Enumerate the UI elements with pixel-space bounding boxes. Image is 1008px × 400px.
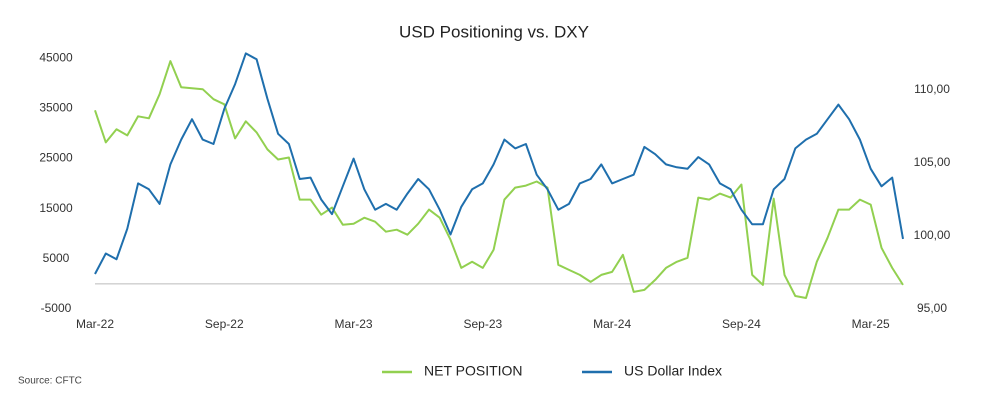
source: Source: CFTC (18, 376, 82, 387)
x-tick-label: Mar-22 (76, 317, 114, 331)
chart-title: USD Positioning vs. DXY (399, 22, 589, 41)
y2-tick-label: 110,00 (914, 82, 950, 96)
x-tick-label: Mar-24 (593, 317, 631, 331)
y2-tick-label: 100,00 (914, 228, 951, 242)
x-tick-label: Sep-23 (463, 317, 502, 331)
y-tick-label: 25000 (39, 151, 73, 165)
y-tick-label: 45000 (39, 50, 73, 64)
series-line (94, 60, 904, 299)
x-tick-label: Sep-22 (205, 317, 244, 331)
y-tick-label: 35000 (39, 100, 73, 114)
y-tick-label: -5000 (41, 301, 72, 315)
y2-tick-label: 95,00 (917, 301, 947, 315)
y-tick-label: 5000 (43, 251, 70, 265)
x-tick-label: Mar-25 (852, 317, 890, 331)
y2-tick-label: 105,00 (914, 155, 951, 169)
x-tick-label: Sep-24 (722, 317, 761, 331)
legend-label: NET POSITION (424, 363, 523, 379)
y-tick-label: 15000 (39, 201, 73, 215)
legend-label: US Dollar Index (624, 363, 722, 379)
series-line (94, 52, 904, 275)
x-tick-label: Mar-23 (335, 317, 373, 331)
